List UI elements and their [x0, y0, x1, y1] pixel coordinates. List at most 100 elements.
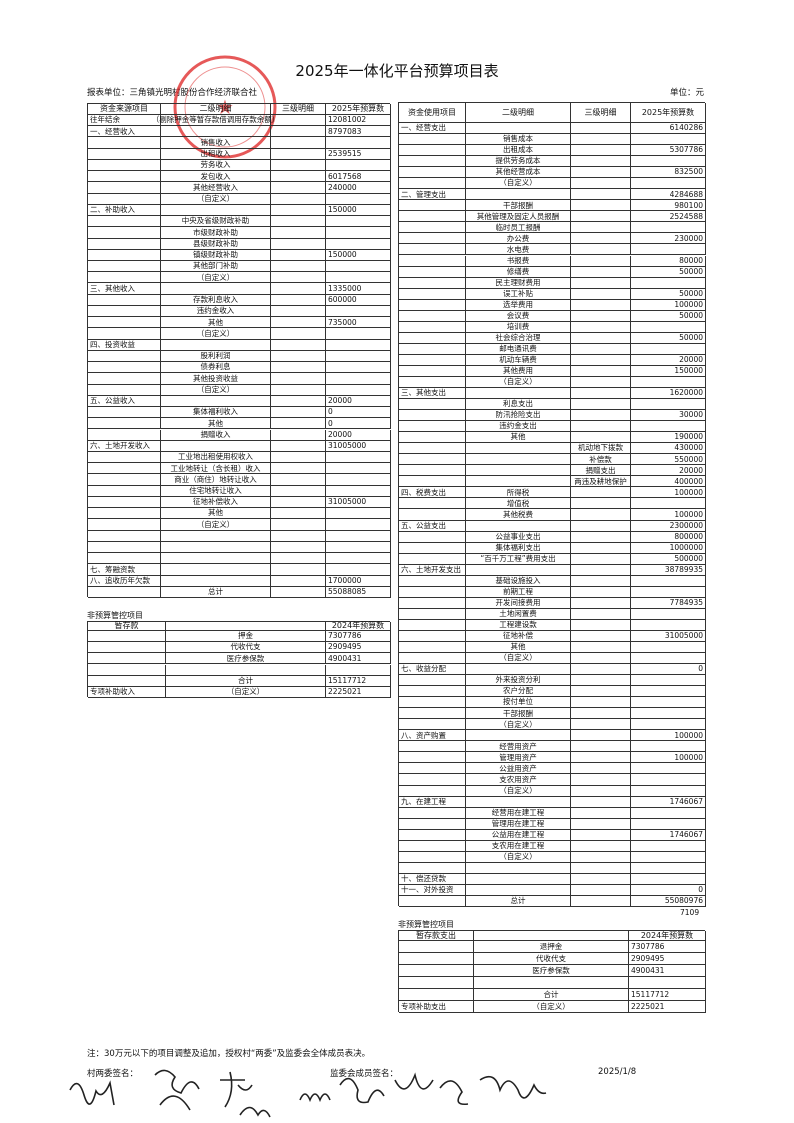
cell: 销售收入 [161, 137, 271, 149]
difference: 7109 [680, 908, 700, 917]
cell: 征地补偿收入 [161, 496, 271, 509]
cell: （自定义） [474, 1001, 629, 1013]
cell: 一、经营支出 [399, 123, 466, 135]
cell [571, 211, 631, 223]
cell: 其他 [161, 317, 271, 329]
cell [571, 332, 631, 344]
cell [631, 277, 706, 289]
cell [631, 156, 706, 168]
cell [466, 189, 571, 201]
cell [399, 619, 466, 631]
cell: 15117712 [629, 989, 706, 1001]
cell [399, 321, 466, 333]
cell: 二、补助收入 [88, 204, 161, 217]
cell [571, 686, 631, 698]
cell [88, 553, 161, 565]
cell [88, 508, 161, 520]
cell [271, 216, 326, 228]
cell: 工业地出租使用权收入 [161, 451, 271, 464]
cell: 0 [326, 407, 391, 419]
cell: 所得税 [466, 487, 571, 499]
cell: （自定义） [466, 376, 571, 388]
signatures [69, 1069, 547, 1118]
reporting-unit: 报表单位：三角镇光明村股份合作经济联合社 [87, 88, 258, 98]
cell: 代收代支 [474, 953, 629, 965]
cell [631, 686, 706, 698]
cell [571, 531, 631, 543]
cell [88, 664, 166, 676]
cell: 其他部门补助 [161, 261, 271, 273]
cell [571, 310, 631, 322]
cell: 100000 [631, 299, 706, 311]
cell [88, 159, 161, 172]
cell: 55088085 [326, 586, 391, 598]
table: 暂存款 2024年预算数 押金 7307786 代收代支 2909495 医疗参保款 4900… [87, 621, 391, 698]
cell [326, 227, 391, 239]
cell: 代收代支 [166, 642, 326, 654]
cell [271, 564, 326, 576]
cell: 12081002 [326, 115, 391, 127]
cell [88, 407, 161, 419]
cell [399, 365, 466, 377]
cell: 中央及省级财政补助 [161, 216, 271, 228]
village-sign-label: 村两委签名： [87, 1069, 139, 1079]
cell [161, 541, 271, 554]
cell: 培训费 [466, 321, 571, 333]
cell [399, 233, 466, 245]
header-cell: 2024年预算数 [629, 931, 706, 941]
cell: 四、税费支出 [399, 487, 466, 499]
cell: 三、其他支出 [399, 388, 466, 400]
cell: 430000 [631, 443, 706, 455]
cell [399, 608, 466, 620]
cell: 市级财政补助 [161, 227, 271, 239]
cell [466, 520, 571, 532]
cell [399, 752, 466, 764]
cell [88, 474, 161, 486]
cell [271, 137, 326, 149]
cell: 550000 [631, 454, 706, 466]
cell [631, 708, 706, 720]
cell: 十一、对外投资 [399, 884, 466, 896]
cell [631, 873, 706, 885]
cell [466, 730, 571, 742]
cell [631, 641, 706, 654]
cell [571, 708, 631, 720]
cell: （自定义） [466, 785, 571, 797]
cell [571, 553, 631, 565]
cell [571, 189, 631, 201]
cell [326, 564, 391, 576]
cell [571, 321, 631, 333]
cell [631, 697, 706, 709]
cell [88, 519, 161, 531]
table: 暂存款支出 2024年预算数 退押金 7307786 代收代支 2909495 医疗参保款 4… [398, 930, 706, 1013]
cell [631, 719, 706, 731]
cell [571, 542, 631, 554]
cell [571, 388, 631, 400]
cell: 50000 [631, 288, 706, 300]
cell: 镇级财政补助 [161, 249, 271, 261]
cell [571, 233, 631, 245]
cell [326, 362, 391, 374]
cell [571, 376, 631, 388]
cell [631, 586, 706, 598]
cell: 500000 [631, 553, 706, 565]
cell [631, 741, 706, 753]
header-cell: 三级明细 [571, 103, 631, 123]
cell: 公益用资产 [466, 763, 571, 775]
cell [571, 884, 631, 896]
cell [399, 785, 466, 797]
cell [326, 508, 391, 520]
cell [399, 965, 474, 977]
cell [571, 123, 631, 135]
table: 资金来源项目 二级明细 三级明细 2025年预算数 往年结余 （剔除押金等暂存款借调用存款… [87, 103, 391, 598]
cell: 2909495 [629, 953, 706, 965]
cell [326, 193, 391, 205]
cell: 其他费用 [466, 365, 571, 377]
cell [271, 249, 326, 261]
cell [466, 443, 571, 455]
cell: 前期工程 [466, 586, 571, 598]
cell: 书报费 [466, 255, 571, 267]
header-cell: 资金使用项目 [399, 103, 466, 123]
cell: 2524588 [631, 211, 706, 223]
cell: 集体福利收入 [161, 407, 271, 419]
